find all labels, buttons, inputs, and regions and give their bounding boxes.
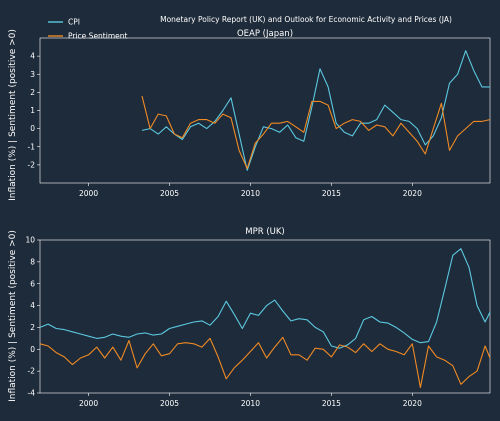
x-tick-label: 2005 (160, 189, 179, 198)
y-tick-label: 2 (30, 88, 35, 97)
y-tick-label: 1 (30, 106, 35, 115)
x-tick-label: 2015 (322, 189, 341, 198)
panel-oeap-japan: OEAP (Japan) 2000 2005 2010 2015 2020 -2 -1 0 1 2 3… (28, 29, 491, 198)
x-tick-label: 2010 (241, 189, 260, 198)
x-tick-label: 2020 (403, 189, 422, 198)
cpi-series-line (141, 50, 490, 171)
y-tick-label: 0 (30, 345, 35, 354)
chart-panels: OEAP (Japan)2000 2005 2010 2015 2020-2-10123… (25, 29, 491, 408)
y-tick-label: -2 (28, 367, 36, 376)
legend: CPI Price Sentiment (48, 18, 128, 41)
figure-title: Monetary Policy Report (UK) and Outlook … (160, 15, 452, 24)
y-axis-label-bottom: Inflation (%) | Sentiment (positive >0) (8, 230, 18, 402)
panel-mpr-uk: MPR (UK) 2000 2005 2010 2015 2020 -4 -2 0 2 4 6 8 10 (25, 227, 491, 408)
y-tick-label: 8 (30, 257, 35, 266)
y-tick-label: 0 (30, 124, 35, 133)
y-tick-label: 3 (30, 70, 35, 79)
x-tick-label: 2005 (160, 399, 179, 408)
x-tick-label: 2010 (241, 399, 260, 408)
panel-title: MPR (UK) (245, 227, 285, 237)
price-sentiment-series-line (39, 336, 491, 389)
x-tick-label: 2000 (79, 399, 98, 408)
y-tick-label: -1 (28, 142, 36, 151)
y-tick-label: -2 (28, 160, 36, 169)
plot-frame (39, 239, 491, 394)
x-tick-label: 2015 (322, 399, 341, 408)
legend-label: Price Sentiment (68, 32, 128, 41)
x-tick-label: 2020 (403, 399, 422, 408)
plot-frame (39, 37, 491, 184)
cpi-series-line (39, 248, 491, 349)
y-axis-label-top: Inflation (%) | Sentiment (positive >0) (8, 29, 18, 201)
y-tick-label: 4 (30, 301, 35, 310)
legend-label: CPI (68, 18, 80, 27)
y-tick-label: 10 (25, 236, 35, 245)
price-sentiment-series-line (141, 95, 491, 170)
y-tick-label: 4 (30, 52, 35, 61)
x-tick-label: 2000 (79, 189, 98, 198)
panel-title: OEAP (Japan) (237, 29, 293, 39)
y-tick-label: -4 (28, 389, 36, 398)
y-tick-label: 2 (30, 323, 35, 332)
y-tick-label: 6 (30, 279, 35, 288)
